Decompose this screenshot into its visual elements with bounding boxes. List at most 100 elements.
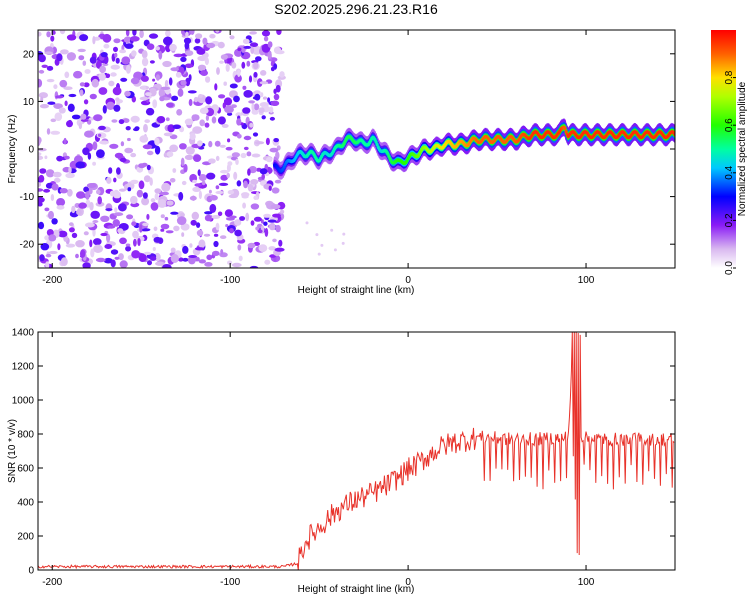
noise-blob <box>188 255 198 258</box>
noise-blob <box>204 262 213 267</box>
noise-blob <box>38 155 44 160</box>
noise-blob <box>92 36 96 45</box>
noise-blob <box>259 168 268 175</box>
noise-blob <box>82 262 91 268</box>
y-tick-label: 400 <box>17 498 34 509</box>
noise-blob <box>55 95 64 99</box>
noise-blob <box>63 137 67 145</box>
noise-blob <box>66 34 77 41</box>
noise-blob <box>45 261 50 268</box>
noise-blob <box>234 229 242 237</box>
noise-blob <box>237 47 242 52</box>
y-tick-label: 20 <box>23 49 35 60</box>
y-tick-label: 1400 <box>12 328 35 339</box>
noise-blob <box>100 215 110 222</box>
noise-blob <box>78 122 83 130</box>
noise-blob <box>270 100 280 107</box>
noise-blob <box>134 126 140 131</box>
snr-frame <box>37 331 676 571</box>
noise-blob <box>142 144 153 150</box>
noise-blob <box>270 66 275 72</box>
noise-blob <box>152 99 158 109</box>
noise-blob <box>260 219 264 224</box>
noise-blob <box>118 203 127 212</box>
noise-blob <box>254 93 261 101</box>
noise-blob <box>38 31 42 37</box>
noise-blob <box>194 38 201 44</box>
noise-blob <box>57 243 61 251</box>
noise-blob <box>132 30 137 36</box>
noise-blob <box>157 199 167 208</box>
noise-blob <box>223 97 233 106</box>
noise-blob <box>320 243 324 247</box>
noise-blob <box>96 149 105 159</box>
noise-blob <box>317 252 321 256</box>
noise-blob <box>267 219 277 223</box>
noise-blob <box>48 234 57 242</box>
noise-blob <box>270 204 281 210</box>
noise-blob <box>59 188 68 194</box>
noise-blob <box>198 174 207 181</box>
noise-blob <box>273 88 277 95</box>
noise-blob <box>90 248 95 258</box>
noise-blob <box>215 185 220 190</box>
noise-blob <box>233 171 238 180</box>
noise-blob <box>263 221 268 226</box>
noise-blob <box>231 152 240 158</box>
noise-blob <box>68 227 75 233</box>
ridge-segment <box>564 130 568 134</box>
noise-blob <box>161 182 171 192</box>
noise-blob <box>119 188 126 192</box>
noise-blob <box>234 219 242 226</box>
noise-blob <box>60 257 68 267</box>
noise-blob <box>224 105 234 114</box>
noise-blob <box>184 63 193 69</box>
snr-x-label: Height of straight line (km) <box>298 584 415 595</box>
noise-blob <box>114 52 118 58</box>
noise-blob <box>110 249 119 255</box>
noise-blob <box>199 107 209 115</box>
noise-blob <box>111 119 118 123</box>
noise-blob <box>125 30 130 37</box>
heatmap-noise-region <box>38 30 346 268</box>
noise-blob <box>214 83 218 91</box>
noise-blob <box>215 222 220 231</box>
noise-blob <box>219 144 226 148</box>
noise-blob <box>130 115 140 123</box>
noise-blob <box>243 45 252 49</box>
noise-blob <box>166 151 174 158</box>
noise-blob <box>260 92 264 98</box>
noise-blob <box>269 147 279 153</box>
noise-blob <box>251 153 261 158</box>
noise-blob <box>205 115 209 121</box>
noise-blob <box>93 238 102 246</box>
noise-blob <box>220 249 224 255</box>
noise-blob <box>71 232 78 239</box>
noise-blob <box>51 218 58 225</box>
noise-blob <box>98 73 106 81</box>
noise-blob <box>242 85 247 90</box>
noise-blob <box>75 161 85 169</box>
noise-blob <box>197 140 203 147</box>
noise-blob <box>269 254 276 258</box>
noise-blob <box>220 235 227 240</box>
noise-blob <box>68 166 72 174</box>
noise-blob <box>196 222 201 228</box>
noise-blob <box>160 223 170 230</box>
noise-blob <box>141 197 150 206</box>
noise-blob <box>64 100 68 107</box>
noise-blob <box>38 174 45 183</box>
noise-blob <box>130 77 140 85</box>
noise-blob <box>197 64 207 72</box>
snr-series-line <box>38 332 675 570</box>
noise-blob <box>83 82 90 88</box>
noise-blob <box>253 195 258 200</box>
noise-blob <box>257 229 263 234</box>
noise-blob <box>127 187 132 192</box>
noise-blob <box>227 190 235 195</box>
noise-blob <box>156 116 166 124</box>
noise-blob <box>53 84 58 90</box>
noise-blob <box>139 135 149 143</box>
noise-blob <box>200 70 209 76</box>
